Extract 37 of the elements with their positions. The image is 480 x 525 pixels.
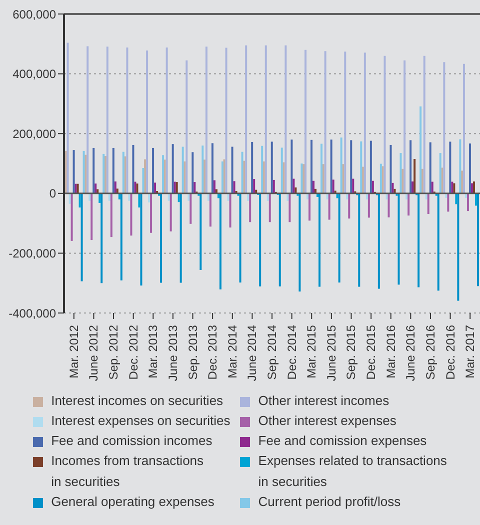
legend-label: Current period profit/loss — [258, 493, 401, 511]
y-tick-label: -200,000 — [8, 246, 56, 260]
y-tick-label: -400,000 — [8, 306, 56, 320]
x-tick-label: Sep. 2012 — [106, 324, 121, 380]
x-tick-label: Mar. 2014 — [225, 324, 240, 378]
legend-label: Other interest incomes — [258, 392, 390, 410]
x-tick-label: Dec. 2016 — [443, 324, 458, 380]
y-tick-label: 0 — [49, 186, 56, 201]
x-tick-label: Mar. 2016 — [384, 324, 398, 378]
x-tick-label: June 2012 — [86, 324, 101, 382]
x-tick-label: Sep. 2016 — [423, 324, 438, 380]
y-tick-label: 400,000 — [12, 67, 56, 82]
x-tick-label: Dec. 2015 — [364, 324, 378, 380]
legend-label: Interest incomes on securities — [51, 392, 224, 410]
x-tick-label: Dec. 2013 — [206, 324, 220, 380]
legend-label: General operating expenses — [51, 493, 214, 511]
legend-label: Fee and comission incomes — [51, 432, 212, 450]
x-tick-label: Mar. 2012 — [66, 324, 81, 378]
x-tick-label: June 2016 — [404, 324, 418, 382]
x-tick-label: June 2013 — [166, 324, 180, 382]
x-tick-label: Sep. 2015 — [344, 324, 358, 380]
x-tick-label: Mar. 2015 — [304, 324, 319, 378]
x-tick-label: June 2015 — [324, 324, 338, 382]
legend-label: Interest expenses on securities — [51, 412, 230, 430]
x-tick-label: Dec. 2014 — [284, 324, 299, 380]
y-tick-label: 600,000 — [12, 7, 56, 22]
legend-label: Fee and comission expenses — [258, 432, 427, 450]
legend-label: Expenses related to transactions in securities — [258, 452, 447, 491]
x-tick-label: Sep. 2014 — [265, 324, 279, 380]
x-tick-label: June 2014 — [245, 324, 260, 382]
legend-label: Incomes from transactions in securities — [51, 452, 204, 491]
y-tick-label: 200,000 — [12, 126, 56, 141]
x-tick-label: Sep. 2013 — [186, 324, 200, 380]
x-tick-label: Mar. 2013 — [146, 324, 160, 378]
legend-label: Other interest expenses — [258, 412, 396, 430]
x-tick-label: Mar. 2017 — [463, 324, 478, 378]
x-tick-label: Dec. 2012 — [126, 324, 140, 380]
